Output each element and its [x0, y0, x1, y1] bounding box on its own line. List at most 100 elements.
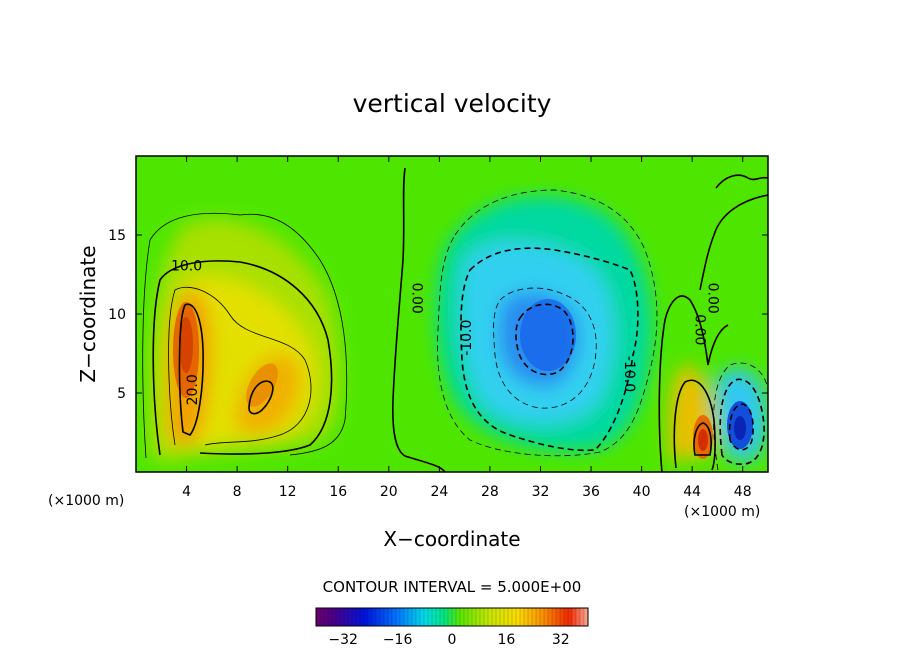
- colorbar-cell: [380, 608, 385, 626]
- colorbar-cell: [556, 608, 561, 626]
- colorbar-cell: [468, 608, 473, 626]
- contour-zero-center: [392, 167, 446, 472]
- contour-20-mid: [248, 380, 274, 415]
- colorbar-cell: [488, 608, 493, 626]
- colorbar-cell: [528, 608, 533, 626]
- colorbar-cell: [452, 608, 457, 626]
- y-tick-label: 15: [108, 228, 126, 244]
- colorbar-cell: [572, 608, 577, 626]
- y-tick-label: 5: [117, 386, 126, 402]
- colorbar-cell: [484, 608, 489, 626]
- contour-label: 0.00: [704, 283, 720, 314]
- colorbar-cell: [568, 608, 573, 626]
- colorbar-cell: [500, 608, 505, 626]
- x-axis-label: X−coordinate: [383, 527, 520, 551]
- colorbar-cell: [532, 608, 537, 626]
- y-tick-label: 10: [108, 307, 126, 323]
- colorbar-cell: [460, 608, 465, 626]
- colorbar-tick-label: −16: [383, 632, 413, 648]
- colorbar-cell: [324, 608, 329, 626]
- contour-label: 0.00: [692, 314, 708, 345]
- x-tick-label: 8: [233, 484, 242, 500]
- contour-label: -10.0: [459, 320, 475, 356]
- contour-neg5-center: [437, 189, 658, 457]
- colorbar-cell: [412, 608, 417, 626]
- colorbar-cell: [416, 608, 421, 626]
- colorbar-cell: [420, 608, 425, 626]
- downdraft-core-right-inner: [734, 416, 746, 440]
- colorbar-cell: [464, 608, 469, 626]
- contour-label: 20.0: [185, 374, 201, 405]
- contour-neg10-center: [460, 247, 639, 452]
- x-tick-label: 28: [481, 484, 499, 500]
- colorbar-cell: [444, 608, 449, 626]
- plot-area: [136, 156, 768, 472]
- x-tick-label: 44: [683, 484, 701, 500]
- colorbar-cell: [360, 608, 365, 626]
- x-tick-label: 24: [430, 484, 448, 500]
- colorbar-cell: [396, 608, 401, 626]
- contour-label: 10.0: [171, 259, 202, 275]
- contour-zero-topright: [715, 174, 768, 189]
- colorbar-cell: [584, 608, 589, 626]
- colorbar-cell: [504, 608, 509, 626]
- updraft-core-mid: [246, 363, 278, 407]
- colorbar-cell: [476, 608, 481, 626]
- x-tick-label: 12: [279, 484, 297, 500]
- colorbar-tick-label: 32: [552, 632, 570, 648]
- colorbar-cell: [336, 608, 341, 626]
- contour-10-left: [152, 260, 333, 456]
- colorbar-cell: [392, 608, 397, 626]
- colorbar-cell: [576, 608, 581, 626]
- colorbar-cell: [516, 608, 521, 626]
- colorbar-cell: [480, 608, 485, 626]
- colorbar-cell: [364, 608, 369, 626]
- colorbar-cell: [388, 608, 393, 626]
- colorbar-cell: [328, 608, 333, 626]
- colorbar-ticks: −32 −16 0 16 32: [328, 632, 569, 648]
- colorbar-cell: [356, 608, 361, 626]
- updraft-core-left-inner: [179, 317, 193, 373]
- colorbar-cell: [560, 608, 565, 626]
- colorbar-cell: [544, 608, 549, 626]
- contour-15-left: [168, 286, 312, 446]
- y-axis-label: Z−coordinate: [76, 245, 100, 382]
- colorbar-cell: [540, 608, 545, 626]
- contour-interval-label: CONTOUR INTERVAL = 5.000E+00: [323, 578, 582, 596]
- colorbar-cell: [440, 608, 445, 626]
- colorbar-cell: [332, 608, 337, 626]
- chart-title: vertical velocity: [353, 89, 552, 118]
- y-axis: 5 10 15: [108, 228, 768, 402]
- colorbar-cell: [428, 608, 433, 626]
- colorbar-cell: [580, 608, 585, 626]
- colorbar-cell: [404, 608, 409, 626]
- colorbar-cell: [448, 608, 453, 626]
- colorbar-cell: [320, 608, 325, 626]
- colorbar-tick-label: 16: [497, 632, 515, 648]
- colorbar-cell: [352, 608, 357, 626]
- contour-20-left: [178, 303, 204, 436]
- contour-label-layer: 10.020.00.00-10.0-10.00.000.00: [171, 259, 720, 406]
- colorbar-cell: [340, 608, 345, 626]
- x-tick-label: 40: [633, 484, 651, 500]
- contour-neg5-right: [713, 362, 768, 471]
- colorbar-cell: [344, 608, 349, 626]
- x-tick-label: 32: [532, 484, 550, 500]
- x-unit-left: (×1000 m): [48, 493, 124, 509]
- colorbar-cell: [384, 608, 389, 626]
- colorbar-cell: [508, 608, 513, 626]
- colorbar-cell: [512, 608, 517, 626]
- contour-zero-right: [658, 295, 729, 472]
- contour-label: 0.00: [409, 283, 425, 314]
- updraft-core-right-inner: [698, 429, 708, 451]
- colorbar: [316, 608, 589, 626]
- x-tick-label: 16: [329, 484, 347, 500]
- x-axis: 4 8 12 16 20 24 28 32 36 40 44 48: [182, 156, 752, 500]
- contour-neg20-right: [728, 403, 754, 451]
- colorbar-cell: [408, 608, 413, 626]
- colorbar-cell: [536, 608, 541, 626]
- colorbar-cell: [548, 608, 553, 626]
- contour-5-left: [142, 212, 348, 459]
- colorbar-frame: [315, 607, 589, 627]
